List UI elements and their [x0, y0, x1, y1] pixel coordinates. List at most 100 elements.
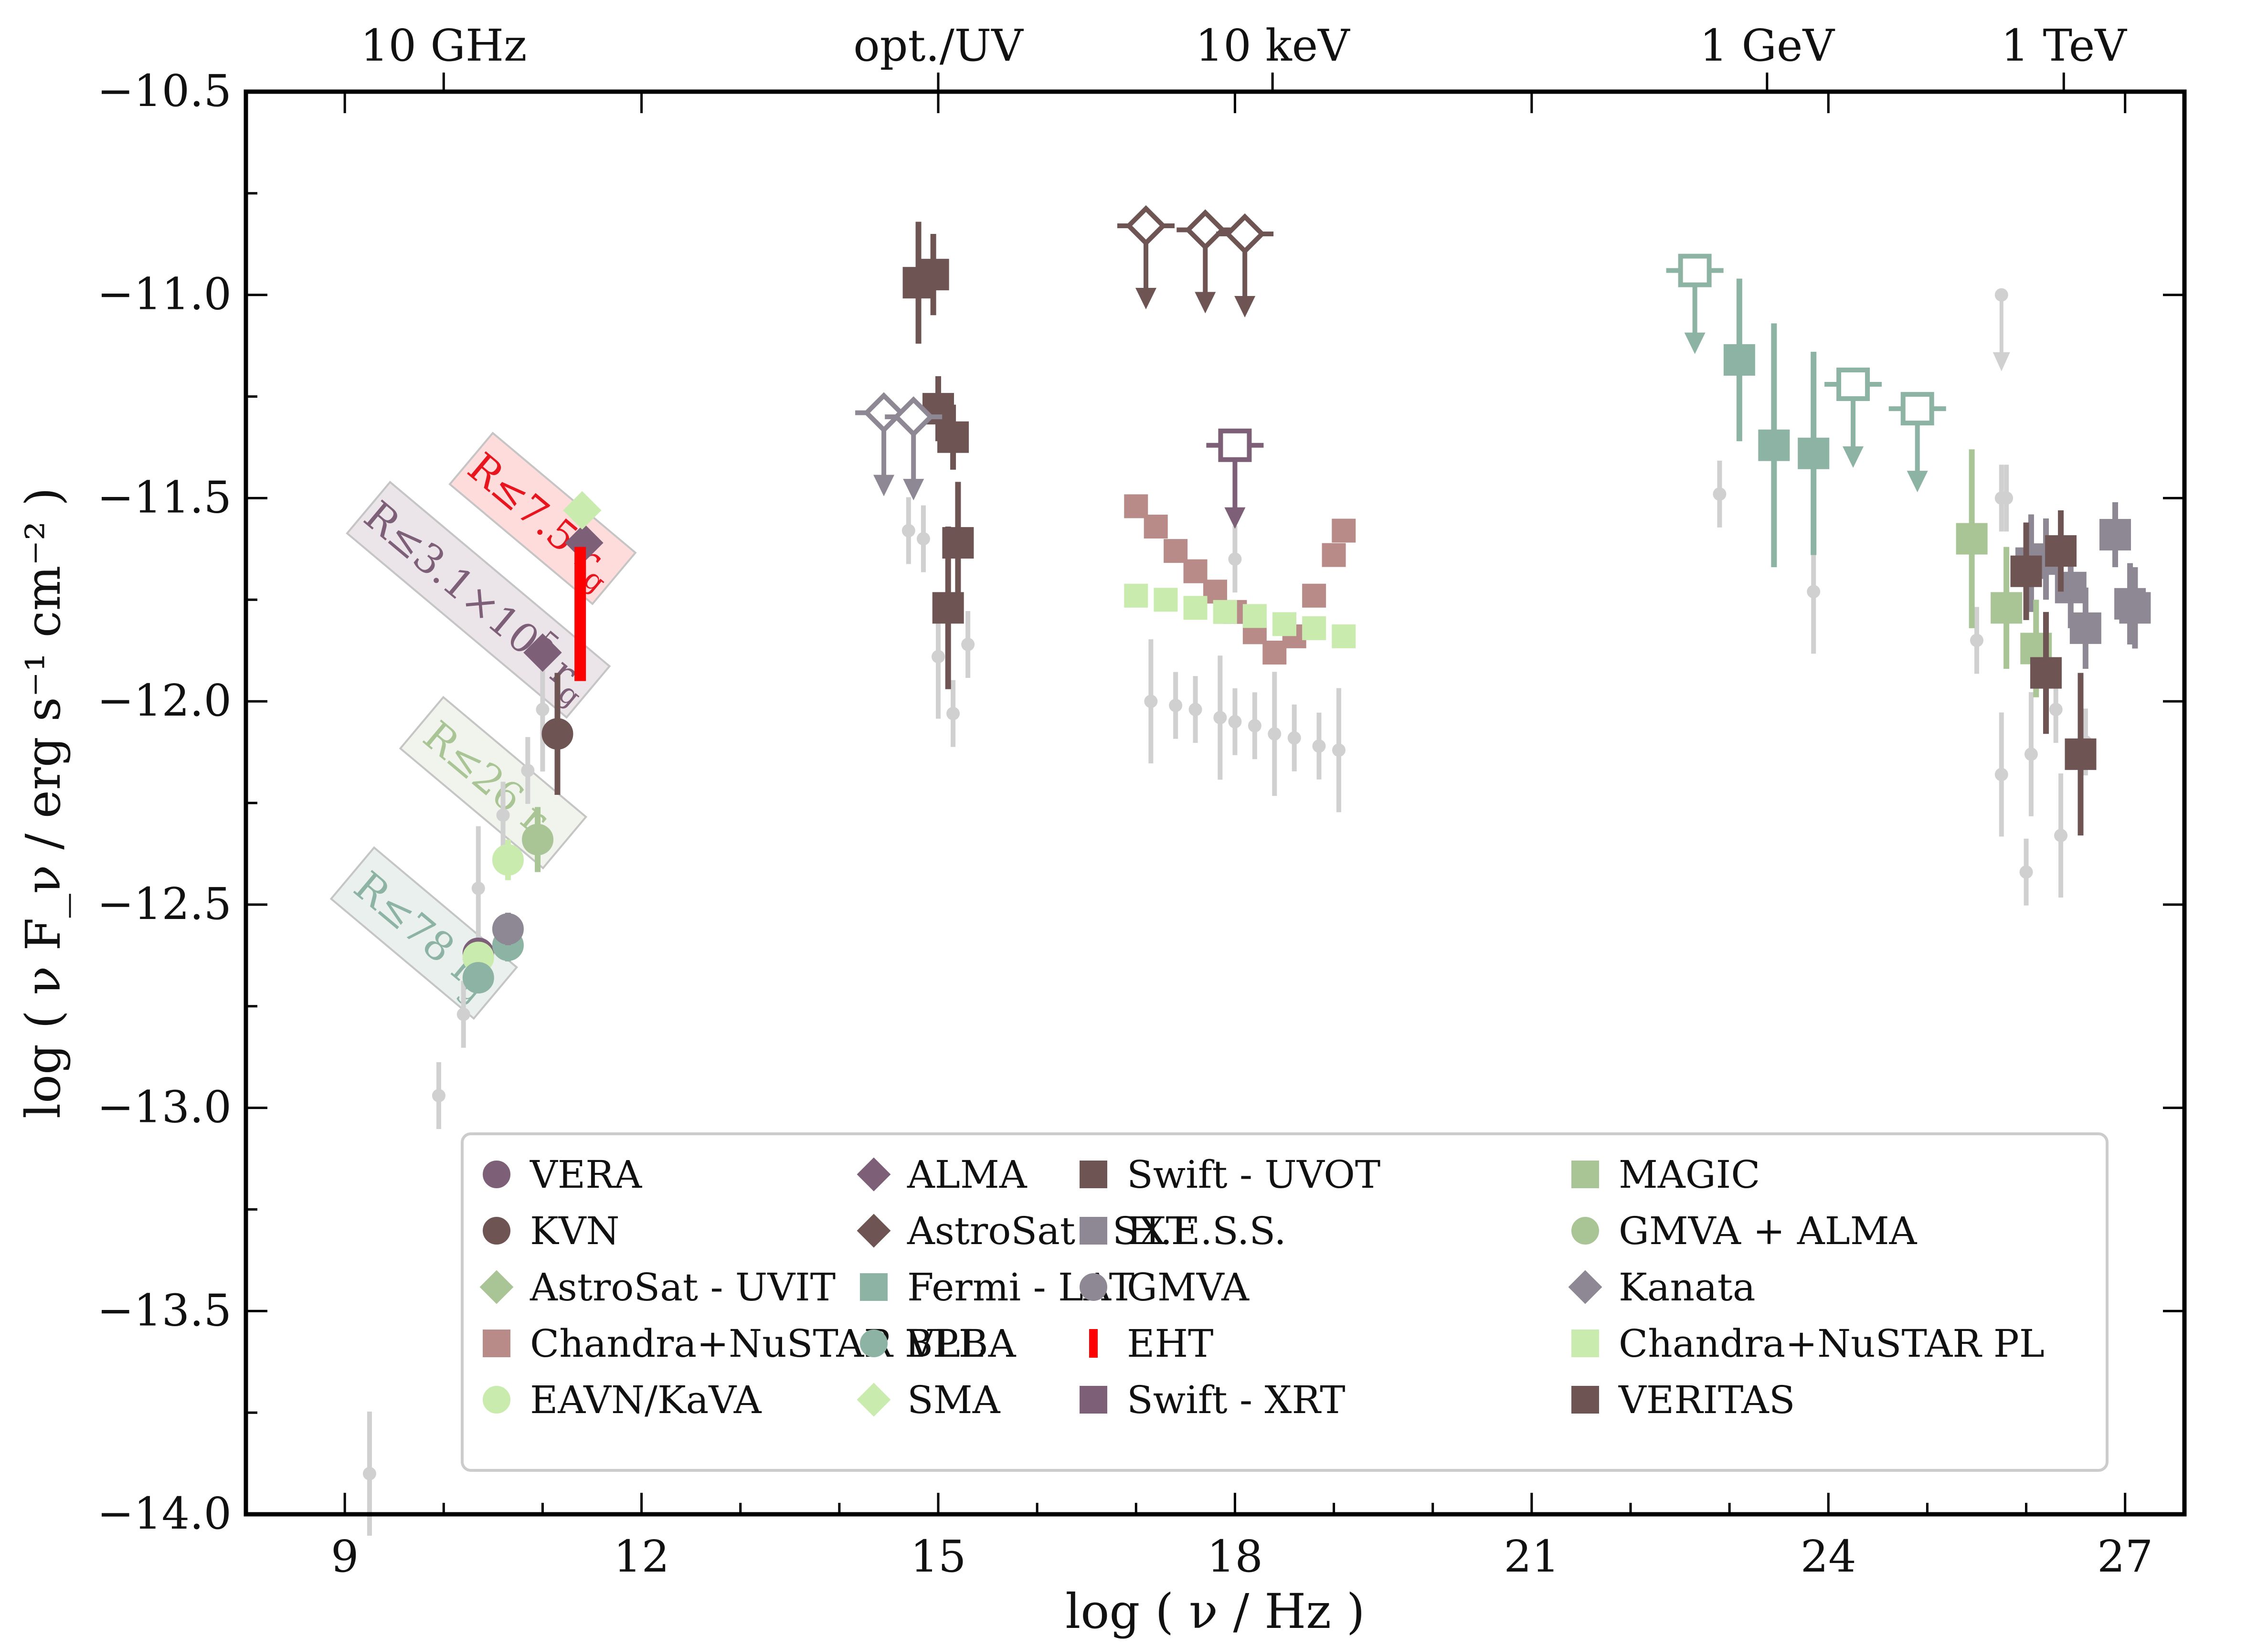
legend-label: Chandra+NuSTAR BPL [530, 1321, 984, 1366]
series-gmva-alma [522, 807, 554, 872]
y-tick-label: −12.0 [97, 675, 232, 726]
series-sma [563, 491, 602, 530]
data-point [1242, 604, 1267, 628]
archival-point [2054, 829, 2068, 843]
y-tick-label: −12.5 [97, 878, 232, 929]
archival-point [496, 808, 510, 822]
archival-point [1970, 633, 1983, 647]
series-gmva [492, 912, 524, 945]
data-point [462, 962, 494, 994]
data-point [1183, 559, 1208, 583]
data-point [1758, 429, 1790, 461]
legend-marker [479, 1270, 514, 1304]
archival-point [2024, 747, 2038, 761]
archival-point [1994, 288, 2008, 302]
legend-marker [860, 1330, 888, 1357]
data-point [1124, 494, 1148, 518]
data-point [2069, 612, 2101, 644]
data-point [937, 421, 969, 453]
x-tick-label: 15 [910, 1531, 966, 1582]
legend-marker [1571, 1217, 1599, 1245]
data-point [2119, 592, 2151, 624]
series-fermi-lat [1666, 253, 1946, 568]
legend-label: EAVN/KaVA [530, 1378, 762, 1422]
annotation-box [448, 432, 637, 605]
x-tick-label: 18 [1207, 1531, 1263, 1582]
legend-marker [1571, 1330, 1599, 1357]
legend-label: Swift - XRT [1127, 1378, 1346, 1422]
series-veritas [2010, 510, 2097, 836]
y-tick-label: −13.5 [97, 1285, 232, 1336]
data-point [1798, 437, 1830, 469]
legend-label: H.E.S.S. [1127, 1209, 1286, 1253]
archival-point [362, 1467, 376, 1480]
region-annotation: R≤78 rg [329, 846, 519, 1020]
series-h-e-s-s- [2015, 502, 2151, 669]
series-kanata [855, 392, 943, 501]
data-point [563, 491, 602, 530]
legend-marker [483, 1217, 510, 1245]
data-point [1125, 205, 1167, 247]
data-point [2065, 738, 2097, 770]
data-point [2045, 535, 2077, 567]
eht-bar [574, 547, 586, 681]
legend-marker [1080, 1386, 1107, 1414]
archival-point [1713, 487, 1727, 501]
archival-ul-head [1992, 352, 2010, 371]
data-point [1723, 344, 1755, 376]
data-point [492, 844, 524, 876]
archival-point [1807, 585, 1821, 599]
data-point [1224, 213, 1266, 255]
x-tick-label: 21 [1504, 1531, 1559, 1582]
x-tick-label: 24 [1801, 1531, 1856, 1582]
data-point [1956, 523, 1988, 555]
archival-point [456, 1007, 470, 1021]
top-tick-label: 1 TeV [2001, 20, 2127, 71]
legend-label: MAGIC [1619, 1152, 1760, 1197]
upper-limit-head [1843, 446, 1864, 468]
upper-limit-head [903, 479, 924, 501]
series-eavn-kava [462, 839, 524, 973]
y-tick-label: −10.5 [97, 65, 232, 116]
data-point [1322, 543, 1346, 567]
legend-marker [483, 1386, 510, 1414]
archival-point [1312, 739, 1326, 753]
legend-marker [1080, 1161, 1107, 1188]
legend-marker [1080, 1217, 1107, 1245]
legend-marker [1571, 1386, 1599, 1414]
archival-point [1248, 719, 1261, 733]
legend-label: VERA [530, 1152, 642, 1197]
legend-label: KVN [530, 1209, 620, 1253]
data-point [932, 592, 964, 624]
data-point [522, 824, 554, 855]
upper-limit-head [1234, 296, 1256, 317]
upper-limit-head [873, 475, 895, 496]
legend: VERA KVN AstroSat - UVIT Chandra+NuSTAR BPL… [461, 1132, 2109, 1472]
data-point [1991, 592, 2023, 624]
legend-label: VERITAS [1618, 1378, 1795, 1422]
y-tick-label: −11.5 [97, 472, 232, 523]
data-point [1302, 583, 1326, 608]
archival-point [1268, 727, 1282, 741]
data-point [1332, 518, 1356, 543]
legend-marker [1568, 1270, 1602, 1304]
legend-label: Kanata [1619, 1265, 1756, 1309]
legend-marker [1089, 1329, 1098, 1358]
data-point [863, 392, 905, 433]
x-tick-label: 27 [2097, 1531, 2153, 1582]
archival-point [432, 1089, 445, 1103]
data-point [1900, 392, 1934, 426]
archival-point [2049, 703, 2063, 717]
upper-limit-head [1135, 287, 1156, 309]
y-tick-label: −11.0 [97, 269, 232, 320]
upper-limit-head [1195, 292, 1216, 314]
archival-point [901, 524, 915, 538]
legend-label: ALMA [907, 1152, 1028, 1197]
archival-point [1994, 768, 2008, 781]
archival-point [471, 881, 485, 895]
x-tick-label: 12 [614, 1531, 669, 1582]
data-point [1262, 640, 1287, 665]
series-swift-xrt [1206, 428, 1264, 529]
top-tick-label: opt./UV [853, 20, 1024, 71]
